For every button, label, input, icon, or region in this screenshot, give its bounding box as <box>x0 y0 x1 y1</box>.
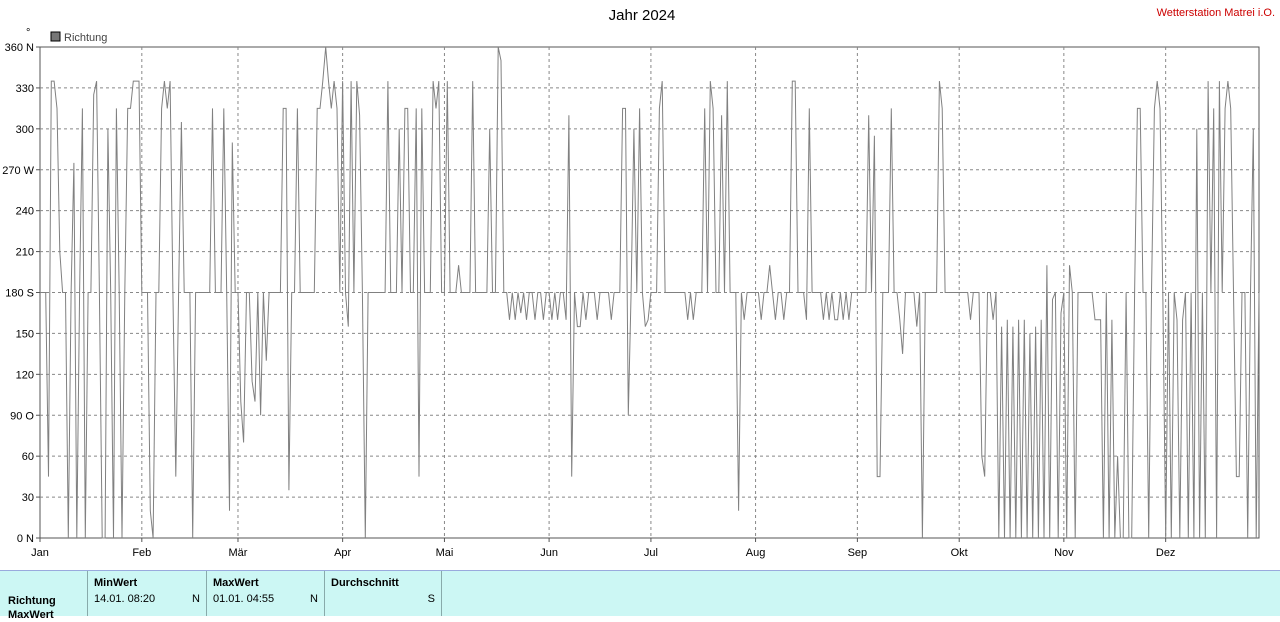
x-tick-label: Mär <box>229 547 248 559</box>
x-axis: Jan Feb Mär Apr Mai Jun Jul Aug Sep Okt Nov Dez <box>31 538 1175 559</box>
row-label-maxwert: MaxWert <box>8 609 54 621</box>
x-tick-label: Mai <box>436 547 454 559</box>
min-column: MinWert 14.01. 08:20 N <box>88 571 207 616</box>
row-label-column: Richtung MaxWert <box>0 571 88 621</box>
avg-column: Durchschnitt S <box>325 571 442 616</box>
y-tick-label: 360 N <box>5 42 34 54</box>
x-tick-label: Apr <box>334 547 351 559</box>
legend-label: Richtung <box>64 32 107 44</box>
y-tick-label: 60 <box>22 451 34 463</box>
x-tick-label: Aug <box>746 547 766 559</box>
x-tick-label: Jan <box>31 547 49 559</box>
row-label-richtung: Richtung <box>8 595 56 607</box>
x-tick-label: Sep <box>848 547 868 559</box>
series-line-richtung <box>40 46 1260 539</box>
max-direction: N <box>310 593 318 605</box>
y-axis: 0 N 30 60 90 O 120 150 180 S 210 240 270 W 300 330 3… <box>2 42 40 545</box>
x-tick-label: Nov <box>1054 547 1074 559</box>
chart-title: Jahr 2024 <box>609 7 676 24</box>
corner-mark: ° <box>26 27 30 39</box>
y-tick-label: 0 N <box>17 533 34 545</box>
y-tick-label: 240 <box>16 206 34 218</box>
y-tick-label: 150 <box>16 328 34 340</box>
y-tick-label: 330 <box>16 83 34 95</box>
stats-footer: Richtung MaxWert MinWert 14.01. 08:20 N … <box>0 570 1280 621</box>
max-datetime: 01.01. 04:55 <box>213 593 275 605</box>
direction-chart: Jahr 2024 Wetterstation Matrei i.O. ° Ri… <box>2 7 1275 559</box>
legend-swatch <box>50 31 61 42</box>
min-direction: N <box>192 593 200 605</box>
y-tick-label: 90 O <box>10 410 34 422</box>
avg-heading: Durchschnitt <box>331 577 399 589</box>
x-tick-label: Feb <box>132 547 151 559</box>
min-heading: MinWert <box>94 577 138 589</box>
max-heading: MaxWert <box>213 577 259 589</box>
y-tick-label: 270 W <box>2 165 34 177</box>
x-tick-label: Dez <box>1156 547 1176 559</box>
x-tick-label: Jun <box>540 547 558 559</box>
y-tick-label: 180 S <box>5 288 34 300</box>
avg-direction: S <box>427 593 435 605</box>
x-tick-label: Jul <box>644 547 658 559</box>
y-tick-label: 300 <box>16 124 34 136</box>
station-name: Wetterstation Matrei i.O. <box>1157 7 1275 19</box>
y-tick-label: 30 <box>22 492 34 504</box>
x-tick-label: Okt <box>951 547 968 559</box>
y-tick-label: 210 <box>16 247 34 259</box>
max-column: MaxWert 01.01. 04:55 N <box>207 571 325 616</box>
y-tick-label: 120 <box>16 369 34 381</box>
min-datetime: 14.01. 08:20 <box>94 593 156 605</box>
